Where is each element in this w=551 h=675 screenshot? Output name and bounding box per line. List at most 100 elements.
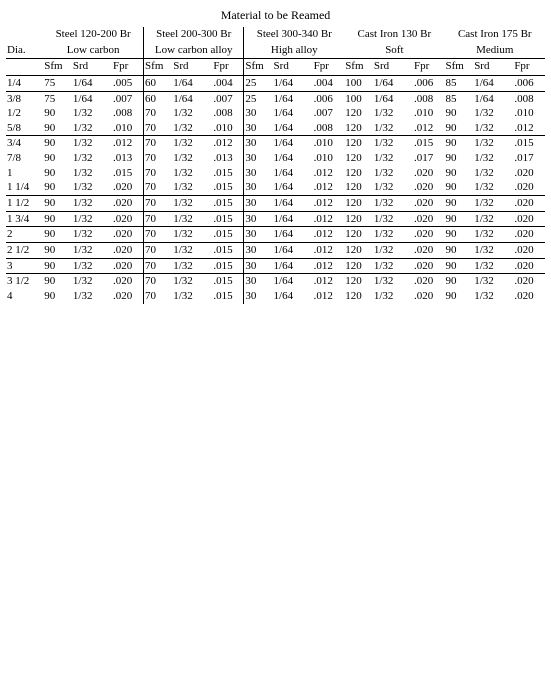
data-cell: 1/32 (172, 274, 212, 289)
data-cell: 1/32 (172, 196, 212, 212)
data-cell: 90 (445, 242, 474, 258)
data-cell: 120 (344, 274, 373, 289)
data-cell: 1/32 (373, 196, 413, 212)
data-cell: 1/64 (473, 75, 513, 91)
data-cell: 1/32 (72, 242, 112, 258)
data-cell: .015 (212, 242, 244, 258)
data-cell: 120 (344, 242, 373, 258)
data-cell: 1/32 (473, 166, 513, 181)
data-cell: 90 (43, 227, 72, 243)
data-cell: .020 (513, 227, 545, 243)
data-cell: .008 (513, 91, 545, 106)
data-cell: .012 (313, 180, 345, 195)
data-cell: 120 (344, 196, 373, 212)
data-cell: 90 (445, 151, 474, 166)
data-cell: .010 (513, 106, 545, 121)
data-cell: .012 (313, 289, 345, 304)
dia-cell: 3 1/2 (6, 274, 43, 289)
dia-cell: 1 (6, 166, 43, 181)
data-cell: .007 (112, 91, 144, 106)
data-cell: 1/64 (273, 242, 313, 258)
data-cell: 90 (43, 196, 72, 212)
dia-cell: 2 1/2 (6, 242, 43, 258)
data-cell: .006 (413, 75, 445, 91)
col-header: Fpr (112, 59, 144, 76)
data-cell: 70 (144, 227, 173, 243)
data-cell: 90 (43, 151, 72, 166)
data-cell: 90 (43, 106, 72, 121)
data-cell: 70 (144, 242, 173, 258)
data-cell: 1/64 (273, 180, 313, 195)
data-cell: 1/32 (373, 227, 413, 243)
group-header: Steel 120-200 Br (43, 27, 143, 43)
data-cell: 90 (43, 274, 72, 289)
data-cell: 1/32 (172, 211, 212, 227)
data-cell: 1/32 (72, 211, 112, 227)
data-cell: .020 (413, 258, 445, 274)
data-cell: .012 (313, 258, 345, 274)
data-cell: 1/64 (273, 196, 313, 212)
data-cell: .020 (513, 274, 545, 289)
data-cell: 60 (144, 91, 173, 106)
data-cell: 1/64 (273, 151, 313, 166)
data-cell: 120 (344, 227, 373, 243)
col-header: Fpr (313, 59, 345, 76)
col-header: Sfm (43, 59, 72, 76)
data-cell: .020 (513, 166, 545, 181)
data-cell: 75 (43, 91, 72, 106)
data-cell: .020 (112, 258, 144, 274)
data-cell: 120 (344, 121, 373, 136)
data-cell: 120 (344, 166, 373, 181)
data-cell: .020 (112, 289, 144, 304)
data-cell: 1/32 (172, 136, 212, 151)
data-cell: 1/32 (172, 151, 212, 166)
data-cell: 1/32 (72, 289, 112, 304)
data-cell: 70 (144, 211, 173, 227)
data-cell: 90 (445, 106, 474, 121)
data-cell: .006 (313, 91, 345, 106)
data-cell: 1/32 (72, 106, 112, 121)
col-header: Sfm (344, 59, 373, 76)
data-cell: .013 (112, 151, 144, 166)
data-cell: .020 (513, 211, 545, 227)
data-cell: 1/32 (172, 166, 212, 181)
data-cell: 120 (344, 136, 373, 151)
data-cell: 90 (445, 227, 474, 243)
data-cell: .004 (313, 75, 345, 91)
data-cell: 90 (445, 196, 474, 212)
data-cell: 1/32 (72, 196, 112, 212)
dia-header: Dia. (6, 43, 43, 59)
data-cell: 1/32 (373, 258, 413, 274)
data-cell: .015 (413, 136, 445, 151)
data-cell: 1/64 (273, 258, 313, 274)
data-cell: 30 (244, 211, 273, 227)
data-cell: .012 (313, 242, 345, 258)
data-cell: 1/32 (373, 136, 413, 151)
col-header: Fpr (212, 59, 244, 76)
group-subheader: Low carbon (43, 43, 143, 59)
data-cell: 120 (344, 180, 373, 195)
data-cell: .012 (313, 227, 345, 243)
data-cell: 90 (43, 166, 72, 181)
data-cell: 70 (144, 289, 173, 304)
data-cell: 70 (144, 166, 173, 181)
data-cell: .004 (212, 75, 244, 91)
data-cell: 70 (144, 151, 173, 166)
data-cell: 1/32 (473, 242, 513, 258)
col-header: Sfm (445, 59, 474, 76)
data-cell: 1/64 (172, 75, 212, 91)
data-cell: .013 (212, 151, 244, 166)
data-cell: 1/32 (72, 121, 112, 136)
data-cell: 30 (244, 242, 273, 258)
data-cell: 90 (445, 258, 474, 274)
data-cell: 30 (244, 151, 273, 166)
data-cell: 1/64 (72, 91, 112, 106)
data-cell: 30 (244, 227, 273, 243)
data-cell: .015 (112, 166, 144, 181)
group-header: Steel 200-300 Br (144, 27, 244, 43)
data-cell: 1/32 (473, 106, 513, 121)
data-cell: 1/32 (473, 180, 513, 195)
data-cell: .008 (112, 106, 144, 121)
data-cell: 30 (244, 136, 273, 151)
dia-cell: 5/8 (6, 121, 43, 136)
